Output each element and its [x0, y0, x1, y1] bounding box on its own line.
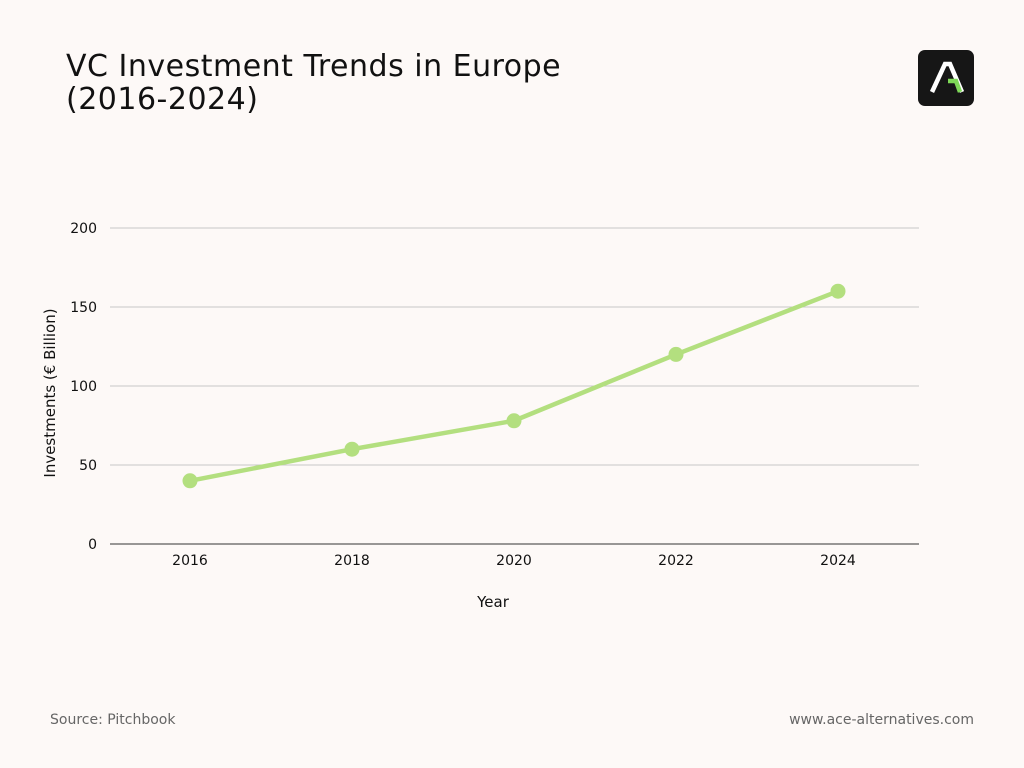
x-tick-label: 2020: [496, 553, 532, 569]
data-point[interactable]: [506, 413, 522, 429]
title-line-2: (2016-2024): [66, 82, 259, 117]
y-tick-label: 0: [88, 537, 97, 553]
website-link[interactable]: www.ace-alternatives.com: [789, 712, 974, 728]
x-tick-labels: 2016 2018 2020 2022 2024: [172, 553, 856, 569]
source-note: Source: Pitchbook: [50, 712, 176, 728]
data-point[interactable]: [830, 283, 846, 299]
x-axis-label: Year: [476, 593, 510, 611]
page-title: VC Investment Trends in Europe (2016-202…: [66, 50, 666, 116]
title-line-1: VC Investment Trends in Europe: [66, 49, 562, 84]
y-tick-labels: 0 50 100 150 200: [70, 221, 97, 553]
series-layer: [182, 283, 846, 489]
x-tick-label: 2024: [820, 553, 856, 569]
y-axis-label: Investments (€ Billion): [41, 308, 59, 477]
x-tick-label: 2022: [658, 553, 694, 569]
y-tick-label: 100: [70, 379, 97, 395]
y-tick-label: 200: [70, 221, 97, 237]
data-point[interactable]: [344, 441, 360, 457]
data-point[interactable]: [182, 473, 198, 489]
y-tick-label: 50: [79, 458, 97, 474]
brand-logo: [918, 50, 974, 106]
grid-lines: [110, 227, 919, 545]
x-tick-label: 2018: [334, 553, 370, 569]
ace-logo-icon: [929, 61, 965, 93]
x-tick-label: 2016: [172, 553, 208, 569]
y-tick-label: 150: [70, 300, 97, 316]
data-point[interactable]: [668, 346, 684, 362]
